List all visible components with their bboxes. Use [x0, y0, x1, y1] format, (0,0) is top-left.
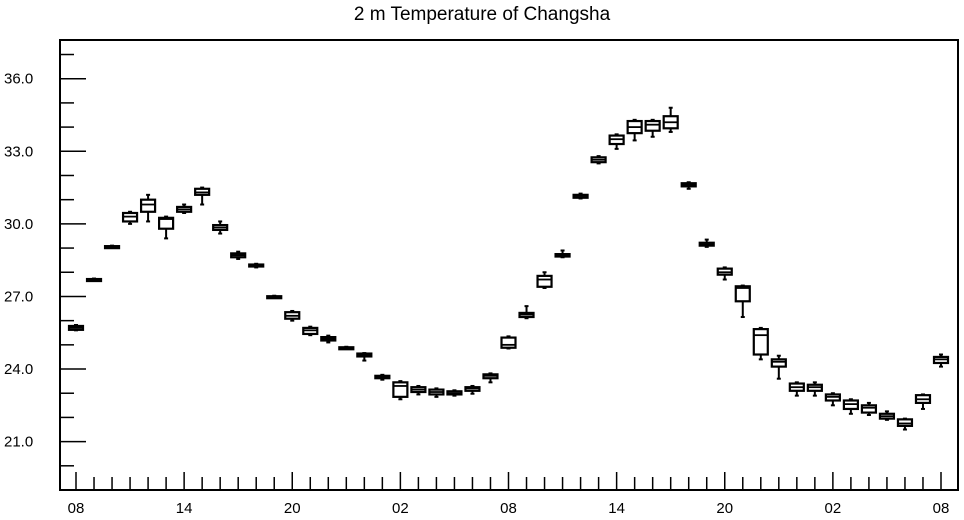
box-body: [754, 329, 768, 354]
box-plot-item: [375, 375, 389, 380]
box-plot-item: [790, 382, 804, 395]
box-plot-item: [574, 194, 588, 199]
box-plot-item: [520, 306, 534, 318]
box-plot-item: [664, 108, 678, 132]
x-tick-label: 02: [825, 500, 842, 517]
box-plot-item: [393, 381, 407, 399]
box-plot-item: [141, 195, 155, 222]
x-tick-label: 08: [500, 500, 517, 517]
box-body: [141, 200, 155, 212]
y-tick-label: 33.0: [4, 143, 33, 160]
x-tick-label: 02: [392, 500, 409, 517]
box-plot-item: [321, 336, 335, 343]
box-plot-item: [700, 240, 714, 247]
y-axis: 21.0 24.0 27.0 30.0 33.0 36.0: [4, 55, 86, 490]
box-plot-item: [736, 286, 750, 317]
box-plot-item: [502, 336, 516, 348]
box-plot-item: [123, 212, 137, 224]
box-plot-item: [646, 120, 660, 137]
y-tick-label: 24.0: [4, 361, 33, 378]
x-tick-label: 14: [176, 500, 193, 517]
box-plot-item: [898, 419, 912, 430]
box-plot-item: [628, 120, 642, 141]
box-plot-item: [718, 267, 732, 279]
box-plot-item: [447, 390, 461, 395]
box-plot-item: [69, 325, 83, 330]
y-tick-label: 30.0: [4, 216, 33, 233]
box-body: [646, 121, 660, 131]
x-tick-label: 20: [716, 500, 733, 517]
box-body: [862, 405, 876, 412]
x-axis: 08 14 20 02 08 14 20 02 08: [68, 472, 950, 517]
box-plot-item: [592, 156, 606, 163]
box-plot-item: [429, 388, 443, 396]
box-plot-item: [880, 411, 894, 419]
box-plot-item: [285, 311, 299, 321]
box-plot-item: [231, 252, 245, 259]
box-plot-item: [195, 188, 209, 205]
box-series: [69, 108, 948, 430]
box-plot-item: [826, 393, 840, 405]
box-body: [772, 359, 786, 366]
box-plot-item: [754, 328, 768, 359]
x-tick-label: 08: [68, 500, 85, 517]
box-plot-item: [538, 272, 552, 288]
box-plot-item: [862, 403, 876, 415]
box-plot-item: [465, 386, 479, 394]
box-plot-item: [682, 182, 696, 189]
box-plot-item: [249, 264, 263, 268]
box-body: [538, 276, 552, 287]
box-plot-item: [610, 134, 624, 149]
box-plot-item: [339, 347, 353, 349]
plot-frame: [60, 40, 958, 490]
y-tick-label: 21.0: [4, 434, 33, 451]
box-plot-item: [411, 386, 425, 394]
x-tick-label: 20: [284, 500, 301, 517]
box-plot-item: [556, 250, 570, 257]
box-plot-item: [105, 246, 119, 248]
box-plot-item: [934, 355, 948, 367]
x-tick-label: 08: [933, 500, 950, 517]
box-plot-item: [87, 279, 101, 281]
box-plot-item: [357, 353, 371, 361]
x-tick-label: 14: [608, 500, 625, 517]
box-plot-item: [772, 356, 786, 379]
box-body: [502, 338, 516, 348]
y-tick-label: 36.0: [4, 71, 33, 88]
box-plot-item: [267, 296, 281, 298]
box-plot-item: [483, 373, 497, 382]
box-plot-item: [177, 205, 191, 213]
box-plot-item: [159, 217, 173, 239]
box-plot-item: [808, 382, 822, 395]
box-plot-item: [213, 221, 227, 233]
y-tick-label: 27.0: [4, 288, 33, 305]
box-body: [393, 382, 407, 397]
box-plot-item: [916, 394, 930, 409]
box-plot-item: [844, 399, 858, 414]
box-plot-item: [303, 327, 317, 335]
